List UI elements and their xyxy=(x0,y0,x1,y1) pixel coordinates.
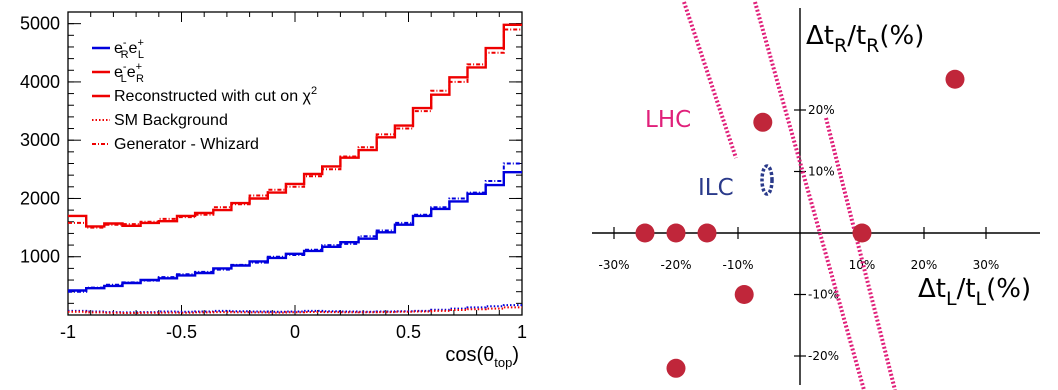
legend-label: Reconstructed with cut on χ2 xyxy=(114,85,317,105)
y-title-tail: (%) xyxy=(879,21,924,51)
legend-label-part: R xyxy=(121,49,129,61)
legend-label-part: + xyxy=(137,37,143,49)
x-title-tail: (%) xyxy=(986,274,1031,304)
x-axis-title: ΔtL/tL(%) xyxy=(918,274,1031,310)
scatter-point xyxy=(635,223,655,243)
x-title-base: Δt xyxy=(918,274,946,304)
histogram-series-0 xyxy=(68,23,522,228)
axis-ticks xyxy=(67,12,523,315)
legend-label: SM Background xyxy=(114,112,228,129)
x-tick-label: -0.5 xyxy=(166,322,197,342)
lhc-label: LHC xyxy=(645,107,691,133)
tick-labels: -1 -0.5 0 0.5 1 1000 2000 3000 4000 5000 xyxy=(20,14,527,342)
constraint-bands xyxy=(682,1,897,390)
ilc-lhc-band-left xyxy=(753,1,866,390)
x-tick-label: -1 xyxy=(60,322,76,342)
legend-label: Generator - Whizard xyxy=(114,136,259,153)
y-title-sub: R xyxy=(834,35,847,57)
legend-label-text: Generator - Whizard xyxy=(114,136,259,153)
ilc-label: ILC xyxy=(698,175,734,201)
ilc-ellipse xyxy=(760,164,774,196)
y-tick-label: 3000 xyxy=(20,130,60,150)
x-tick-label: 30% xyxy=(973,258,1000,272)
scatter-point xyxy=(666,223,686,243)
legend-label: e-Re+ L xyxy=(114,37,144,61)
axis-ticks: -30% -20% -10% 10% 20% 30% 20% 10% -10% -20% xyxy=(598,103,999,363)
x-title-sub2: L xyxy=(976,288,987,310)
y-tick-label: 4000 xyxy=(20,72,60,92)
scatter-point xyxy=(945,69,965,89)
y-tick-label: 10% xyxy=(808,165,835,179)
x-tick-label: 1 xyxy=(517,322,527,342)
legend-label-text: SM Background xyxy=(114,112,228,129)
scatter-point xyxy=(852,223,872,243)
legend-label-part: e xyxy=(127,64,136,81)
legend-label-part: L xyxy=(138,49,144,61)
lhc-band-line xyxy=(682,1,738,159)
legend-label-part: e xyxy=(114,40,123,57)
y-tick-label: 2000 xyxy=(20,188,60,208)
legend-label-sup: 2 xyxy=(311,85,317,97)
histogram-series-2 xyxy=(68,171,522,292)
legend-label-part: R xyxy=(136,73,144,85)
histogram-series xyxy=(68,23,522,314)
x-title-sub: L xyxy=(946,288,957,310)
x-axis-label-close: ) xyxy=(512,344,519,366)
x-tick-label: -10% xyxy=(722,258,753,272)
plot-frame xyxy=(67,11,523,316)
histogram-series-1 xyxy=(68,28,522,229)
histogram-series-5 xyxy=(68,306,522,314)
x-tick-label: 0 xyxy=(290,322,300,342)
y-tick-label: -10% xyxy=(808,288,839,302)
y-tick-label: 1000 xyxy=(20,247,60,267)
precision-panel: -30% -20% -10% 10% 20% 30%20%10%-10%-20% LHC … xyxy=(592,1,1040,390)
y-title-slash: /t xyxy=(847,21,866,51)
x-axis-label-sub: top xyxy=(494,355,512,370)
legend-label-part: e xyxy=(114,64,123,81)
scatter-point xyxy=(697,223,717,243)
x-title-slash: /t xyxy=(957,274,976,304)
legend-label-part: - xyxy=(123,61,127,73)
legend-label: e-Le+ R xyxy=(114,61,144,85)
ilc-lhc-band-right xyxy=(824,117,897,390)
x-tick-label: -20% xyxy=(660,258,691,272)
x-axis-label-main: cos(θ xyxy=(445,344,494,366)
y-title-base: Δt xyxy=(806,21,834,51)
x-tick-label: 10% xyxy=(849,258,876,272)
x-axis-label: cos(θtop) xyxy=(445,344,519,370)
scatter-point xyxy=(666,358,686,378)
y-title-sub2: R xyxy=(866,35,879,57)
legend-label-part: e xyxy=(129,40,138,57)
x-tick-label: 0.5 xyxy=(396,322,421,342)
y-tick-label: 20% xyxy=(808,103,835,117)
legend-label-part: L xyxy=(121,73,127,85)
x-tick-label: -30% xyxy=(598,258,629,272)
scatter-point xyxy=(753,112,773,132)
x-tick-label: 20% xyxy=(911,258,938,272)
histogram-series-3 xyxy=(68,162,522,293)
scatter-points xyxy=(635,69,965,378)
y-tick-label: 5000 xyxy=(20,14,60,34)
legend-label-part: + xyxy=(136,61,142,73)
legend-label-text: Reconstructed with cut on χ xyxy=(114,88,312,105)
scatter-point xyxy=(734,285,754,304)
y-axis-title: ΔtR/tR(%) xyxy=(806,21,924,57)
y-tick-label: -20% xyxy=(808,349,839,363)
legend-label-part: - xyxy=(123,37,127,49)
